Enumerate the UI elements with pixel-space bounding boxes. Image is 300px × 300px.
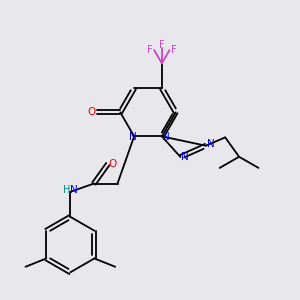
Text: F: F [159,40,165,50]
Text: H: H [63,185,70,195]
Text: F: F [148,45,153,55]
Text: O: O [109,159,117,169]
Text: O: O [88,107,96,117]
Text: N: N [70,185,78,195]
Text: F: F [171,45,176,55]
Text: N: N [129,132,137,142]
Text: N: N [181,152,188,162]
Text: N: N [162,132,170,142]
Text: N: N [207,139,214,149]
